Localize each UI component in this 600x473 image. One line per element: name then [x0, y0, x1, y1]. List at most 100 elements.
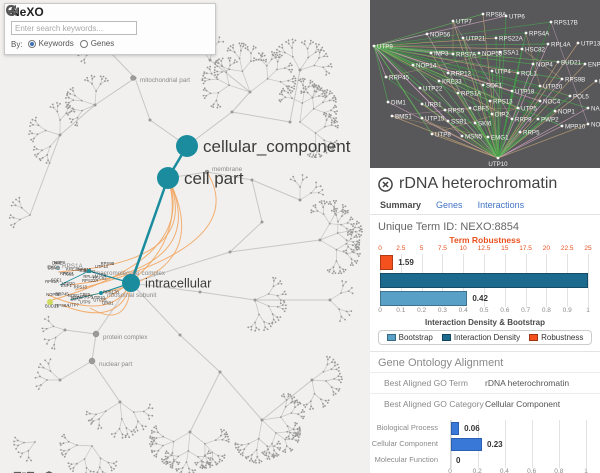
close-icon[interactable]	[378, 176, 393, 192]
go-chart-category: Cellular Component	[371, 439, 438, 448]
gene-node-NOP6[interactable]: NOP6	[586, 122, 600, 129]
gene-node-UTP6[interactable]: UTP6	[504, 14, 526, 21]
gene-node-UTP9[interactable]: UTP9	[372, 44, 394, 51]
gene-node-UTP5[interactable]: UTP5	[516, 106, 538, 113]
ontology-graph-canvas[interactable]: UTP9 RPS17B UTP13 HSC82 RRP45 RPS9B RPS1A RPS13…	[0, 0, 370, 473]
gene-node-RPS4A[interactable]: RPS4A	[524, 31, 551, 38]
legend-label: Robustness	[541, 333, 584, 342]
gene-node-DIP2[interactable]: DIP2	[490, 112, 510, 119]
gene-node-UTP10[interactable]: UTP10	[488, 156, 508, 168]
search-input[interactable]	[11, 21, 137, 35]
gene-node-NOC4[interactable]: NOC4	[538, 99, 561, 106]
ontology-graph-pane[interactable]: UTP9 RPS17B UTP13 HSC82 RRP45 RPS9B RPS1A RPS13…	[0, 0, 370, 473]
gene-node-NOP58[interactable]: NOP58	[477, 51, 503, 58]
term-node-cell-part[interactable]: cell part	[157, 167, 244, 189]
gene-node-POL5[interactable]: POL5	[568, 94, 590, 101]
svg-text:NAN1: NAN1	[591, 106, 600, 113]
gene-node-MSN5[interactable]: MSN5	[460, 134, 483, 141]
gene-node-RCL1[interactable]: RCL1	[516, 71, 538, 78]
gene-node-RPS13[interactable]: RPS13	[488, 99, 514, 106]
gene-node-UTP18[interactable]: UTP18	[510, 89, 535, 96]
tab-interactions[interactable]: Interactions	[477, 200, 525, 210]
radio-icon[interactable]	[79, 39, 88, 48]
gene-node-UTP21[interactable]: UTP21	[461, 36, 486, 43]
gene-node-UTP15[interactable]: UTP15	[420, 116, 445, 123]
gene-node-ENP1[interactable]: ENP1	[583, 62, 600, 69]
gene-node-NOP14[interactable]: NOP14	[411, 63, 437, 70]
gene-node-EMG1[interactable]: EMG1	[486, 135, 509, 142]
gene-node-DIM1[interactable]: DIM1	[386, 100, 407, 107]
gene-node-RPS8A[interactable]: RPS8A	[481, 12, 508, 19]
chevron-down-icon[interactable]	[5, 4, 15, 17]
fractal-branches	[9, 20, 363, 473]
gene-node-RPS22A[interactable]: RPS22A	[494, 36, 524, 43]
gene-node-NOP56[interactable]: NOP56	[425, 32, 451, 39]
term-node-RPS1A[interactable]: RPS1A	[56, 263, 84, 270]
top-axis-tick: 17.5	[519, 245, 532, 252]
gene-node-UTP13[interactable]: UTP13	[576, 41, 600, 48]
go-axis-tick: 0.8	[554, 468, 564, 473]
svg-text:RPS17B: RPS17B	[554, 20, 578, 27]
radio-label: Keywords	[38, 39, 74, 48]
radio-icon[interactable]	[27, 39, 36, 48]
term-node-intracellular[interactable]: intracellular	[122, 274, 212, 292]
gene-node-RRP9[interactable]: RRP9	[510, 117, 532, 124]
svg-text:RPL4A: RPL4A	[83, 274, 96, 279]
gene-node-UTP20[interactable]: UTP20	[538, 84, 563, 91]
svg-text:RPS9B: RPS9B	[565, 77, 585, 84]
term-node-cellular_component[interactable]: cellular_component	[176, 135, 351, 157]
gene-node-IMP3[interactable]: IMP3	[429, 51, 449, 58]
gene-node-SKI6[interactable]: SKI6	[473, 121, 492, 128]
gene-node-RPS9B[interactable]: RPS9B	[560, 77, 586, 84]
gene-node-RRP45[interactable]: RRP45	[384, 75, 410, 82]
gene-node-SSA1[interactable]: SSA1	[498, 50, 520, 57]
gene-node-MPP10[interactable]: MPP10	[560, 124, 586, 131]
gene-node-SSB1[interactable]: SSB1	[446, 119, 468, 126]
bottom-axis-tick: 1	[586, 307, 590, 314]
gene-node-BMS1[interactable]: BMS1	[390, 114, 413, 121]
gene-node-UTP22[interactable]: UTP22	[418, 86, 443, 93]
go-axis-tick: 1	[584, 468, 588, 473]
gene-node-RPS17B[interactable]: RPS17B	[549, 20, 578, 27]
gene-node-RRP5[interactable]: RRP5	[518, 130, 540, 137]
term-node-protein-complex[interactable]: protein complex	[92, 330, 148, 341]
gene-node-CBF5[interactable]: CBF5	[468, 106, 490, 113]
gene-node-SOF1[interactable]: SOF1	[481, 83, 503, 90]
gene-node-NAN1[interactable]: NAN1	[586, 106, 600, 113]
term-node-ribosomal-subunit[interactable]: ribosomal subunit	[99, 291, 157, 299]
legend-swatch	[529, 334, 539, 341]
gene-node-UTP4[interactable]: UTP4	[490, 69, 512, 76]
gene-node-UTP8[interactable]: UTP8	[430, 132, 452, 139]
gridline	[505, 420, 506, 468]
search-mode-genes[interactable]: Genes	[79, 39, 114, 48]
gridline	[559, 420, 560, 468]
gene-node-RPS7A[interactable]: RPS7A	[451, 52, 478, 59]
gene-network-canvas[interactable]: UTP9 NOP56 UTP7 RPS8A UTP6 RPS17B UTP21 RPS22A R…	[370, 0, 600, 168]
top-axis-tick: 5	[419, 245, 424, 252]
svg-text:protein complex: protein complex	[103, 334, 148, 341]
gene-node-PWP2[interactable]: PWP2	[536, 117, 559, 124]
tab-genes[interactable]: Genes	[436, 200, 463, 210]
gene-node-NOP4[interactable]: NOP4	[531, 62, 554, 69]
tab-summary[interactable]: Summary	[380, 200, 422, 210]
term-node-nuclear-part[interactable]: nuclear part	[88, 357, 133, 368]
gene-node-RPS1A[interactable]: RPS1A	[456, 91, 483, 98]
gene-node-RPS5[interactable]: RPS5	[443, 108, 465, 115]
gene-node-RPL4A[interactable]: RPL4A	[546, 42, 572, 49]
gene-node-BUD21[interactable]: BUD21	[556, 60, 582, 67]
gene-node-NOP1[interactable]: NOP1	[553, 109, 576, 116]
term-node-membrane[interactable]: membrane	[204, 166, 243, 175]
term-node-macromolecular-complex[interactable]: macromolecular complex	[87, 269, 166, 277]
svg-text:RRP9: RRP9	[515, 117, 532, 124]
go-row-value: rDNA heterochromatin	[485, 378, 570, 388]
gene-node-RRP12[interactable]: RRP12	[446, 71, 472, 78]
gene-node-URB1[interactable]: URB1	[420, 102, 442, 109]
gene-network-pane[interactable]: UTP9 NOP56 UTP7 RPS8A UTP6 RPS17B UTP21 RPS22A R…	[370, 0, 600, 168]
search-mode-keywords[interactable]: Keywords	[27, 39, 74, 48]
gene-node-UTP7[interactable]: UTP7	[451, 19, 473, 26]
term-node-mitochondrial-part[interactable]: mitochondrial part	[130, 75, 191, 85]
gene-node-KRE33[interactable]: KRE33	[437, 79, 463, 86]
gene-node-HSC82[interactable]: HSC82	[520, 47, 546, 54]
